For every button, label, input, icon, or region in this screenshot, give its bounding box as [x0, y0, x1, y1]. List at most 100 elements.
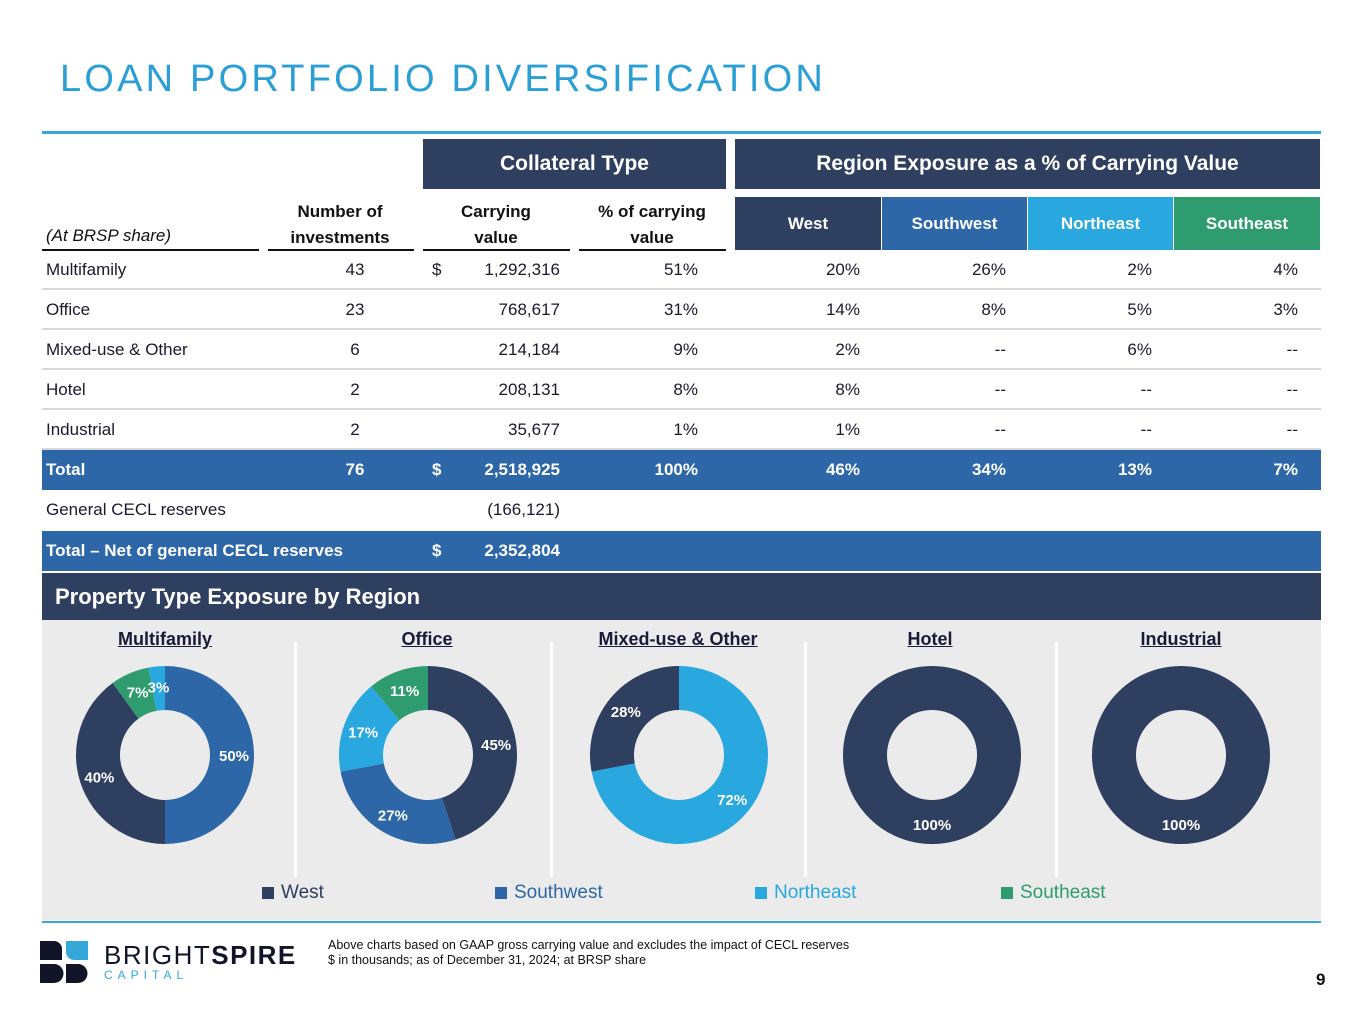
cell-count: 2 [350, 420, 360, 439]
donut-slice-southwest [340, 763, 456, 844]
donut-slice-northeast [339, 686, 400, 772]
donut-data-label: 27% [378, 807, 408, 824]
title-divider [42, 131, 1321, 134]
donut-chart-hotel: 100% [842, 666, 1021, 844]
cell-count: 23 [345, 300, 365, 319]
cell-count: 2 [350, 380, 360, 399]
donut-data-label: 45% [481, 737, 511, 754]
cell-pct: 31% [663, 300, 698, 319]
cell-label: General CECL reserves [46, 500, 226, 519]
legend-swatch-west [262, 887, 274, 899]
cell-label: Office [46, 300, 91, 319]
cell-label: Hotel [46, 380, 86, 399]
chart-title-multifamily: Multifamily [117, 629, 212, 649]
cell-west: 20% [825, 260, 860, 279]
header-line: Number of [297, 202, 383, 221]
donut-slice-southwest [165, 666, 254, 844]
row-divider [42, 448, 1321, 450]
number-of-investments-header: Number of investments [268, 199, 412, 251]
cell-carrying: 208,131 [498, 380, 560, 399]
row-divider [42, 368, 1321, 370]
logo-word-bold: SPIRE [211, 940, 297, 970]
donut-data-label: 17% [348, 725, 378, 742]
legend-swatch-southwest [495, 887, 507, 899]
logo-word-light: BRIGHT [104, 940, 212, 970]
net-total-row: Total – Net of general CECL reserves $2,3… [42, 531, 1321, 571]
total-row: Total 76 $2,518,925 100% 46% 34% 13% 7% [42, 450, 1321, 490]
cell-northeast: 13% [1117, 460, 1152, 479]
donut-chart-industrial: 100% [1091, 666, 1270, 844]
donut-chart-mixed-use-other: 72% 28% [590, 666, 768, 844]
donut-slice-northeast [148, 666, 165, 711]
donut-slice-west [428, 666, 517, 840]
header-underline [579, 249, 726, 251]
logo-subtitle: CAPITAL [104, 968, 189, 982]
region-header-southeast: Southeast [1174, 197, 1320, 250]
row-divider [42, 328, 1321, 330]
row-label-header: (At BRSP share) [46, 226, 172, 245]
region-exposure-header: Region Exposure as a % of Carrying Value [735, 139, 1320, 189]
legend-swatch-northeast [755, 887, 767, 899]
cell-west: 14% [825, 300, 860, 319]
cell-southwest: -- [994, 340, 1006, 359]
cell-southeast: 3% [1273, 300, 1298, 319]
legend-swatch-southeast [1001, 887, 1013, 899]
cell-southeast: 4% [1273, 260, 1298, 279]
cell-carrying: 35,677 [508, 420, 560, 439]
table-row: Industrial 2 35,677 1% 1% -- -- -- [42, 410, 1321, 450]
header-underline [423, 249, 570, 251]
cell-northeast: -- [1140, 420, 1152, 439]
cell-pct: 8% [673, 380, 698, 399]
cell-carrying: 768,617 [498, 300, 560, 319]
cell-count: 76 [345, 460, 365, 479]
cell-dollar: $ [432, 260, 442, 279]
cell-dollar: $ [432, 541, 442, 560]
page-number: 9 [1316, 970, 1326, 989]
footer-divider [42, 921, 1321, 923]
cell-northeast: 2% [1127, 260, 1152, 279]
chart-divider [1055, 642, 1058, 877]
table-row: Multifamily 43 $1,292,316 51% 20% 26% 2% 4% [42, 250, 1321, 290]
footnote-line: Above charts based on GAAP gross carryin… [328, 938, 850, 952]
chart-divider [804, 642, 807, 877]
cell-southwest: 26% [971, 260, 1006, 279]
footnote: Above charts based on GAAP gross carryin… [328, 938, 849, 968]
donut-slice-southeast [112, 667, 157, 719]
cell-pct: 100% [654, 460, 698, 479]
cell-dollar: $ [432, 460, 442, 479]
donut-data-label: 50% [219, 748, 249, 765]
cell-carrying: 1,292,316 [484, 260, 560, 279]
cell-label: Industrial [46, 420, 115, 439]
cell-label: Total [46, 460, 86, 479]
brightspire-logo-icon [40, 941, 88, 983]
cell-pct: 9% [673, 340, 698, 359]
legend-label: West [281, 882, 324, 903]
legend-southeast: Southeast [1001, 882, 1106, 904]
donut-slice-southeast [371, 666, 428, 721]
donut-data-label: 7% [127, 685, 149, 702]
cell-southwest: -- [994, 380, 1006, 399]
property-type-exposure-header: Property Type Exposure by Region [42, 573, 1321, 620]
row-divider [42, 408, 1321, 410]
chart-title-mixed-use: Mixed-use & Other [598, 629, 758, 649]
cell-carrying: 214,184 [498, 340, 560, 359]
chart-title-hotel: Hotel [907, 629, 953, 649]
cell-west: 8% [835, 380, 860, 399]
carrying-value-header: Carrying value [423, 199, 569, 251]
legend-west: West [262, 882, 324, 904]
chart-title-office: Office [401, 629, 453, 649]
header-underline [42, 249, 259, 251]
donut-data-label: 40% [84, 769, 114, 786]
donut-data-label: 100% [1162, 817, 1200, 834]
cell-carrying: 2,352,804 [484, 541, 560, 560]
cell-west: 1% [835, 420, 860, 439]
region-header-west: West [735, 197, 881, 250]
cell-northeast: 6% [1127, 340, 1152, 359]
cell-count: 6 [350, 340, 360, 359]
header-line: value [630, 228, 674, 247]
header-line: % of carrying [598, 202, 706, 221]
header-line: investments [290, 228, 390, 247]
chart-divider [550, 642, 553, 877]
donut-slice-west [1091, 666, 1270, 844]
cell-southeast: -- [1286, 420, 1298, 439]
